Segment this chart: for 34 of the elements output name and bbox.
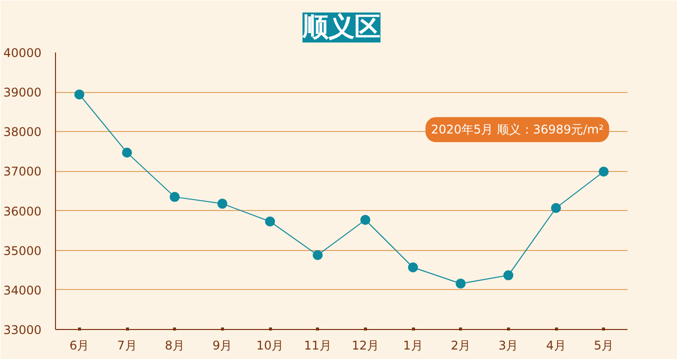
point (503, 270, 514, 280)
x-tick-label: 3月 (498, 338, 518, 352)
x-tick-label: 10月 (256, 338, 284, 352)
point (551, 203, 561, 214)
point (122, 148, 132, 158)
point (360, 214, 370, 225)
x-tick-label: 6月 (70, 338, 90, 352)
x-tick-label: 7月 (117, 338, 137, 352)
x-tick-label: 8月 (164, 338, 184, 352)
point (265, 216, 275, 226)
y-tick-label: 34000 (3, 283, 42, 298)
x-tick-label: 11月 (304, 338, 332, 352)
x-tick-label: 12月 (352, 338, 379, 352)
point (456, 278, 466, 289)
x-tick-label: 5月 (594, 338, 614, 352)
x-tick-label: 2月 (450, 338, 470, 352)
y-tick-label: 33000 (3, 323, 42, 337)
x-tick-label: 1月 (403, 338, 423, 352)
annotation: 2020年5月 顺义：36989元/m² (430, 122, 604, 137)
point (74, 89, 84, 100)
y-tick-label: 36000 (3, 204, 42, 218)
x-tick-label: 4月 (546, 338, 566, 352)
y-tick-label: 38000 (3, 125, 42, 140)
point (312, 250, 323, 260)
x-tick-label: 9月 (212, 338, 232, 352)
chart-title: 顺义区 (302, 12, 380, 42)
y-tick-label: 37000 (3, 164, 42, 179)
point (408, 262, 418, 272)
y-tick-label: 35000 (3, 244, 42, 258)
point (217, 198, 228, 209)
point (170, 192, 180, 202)
y-tick-label: 40000 (3, 46, 42, 60)
y-tick-label: 39000 (3, 86, 42, 100)
point (598, 166, 609, 177)
